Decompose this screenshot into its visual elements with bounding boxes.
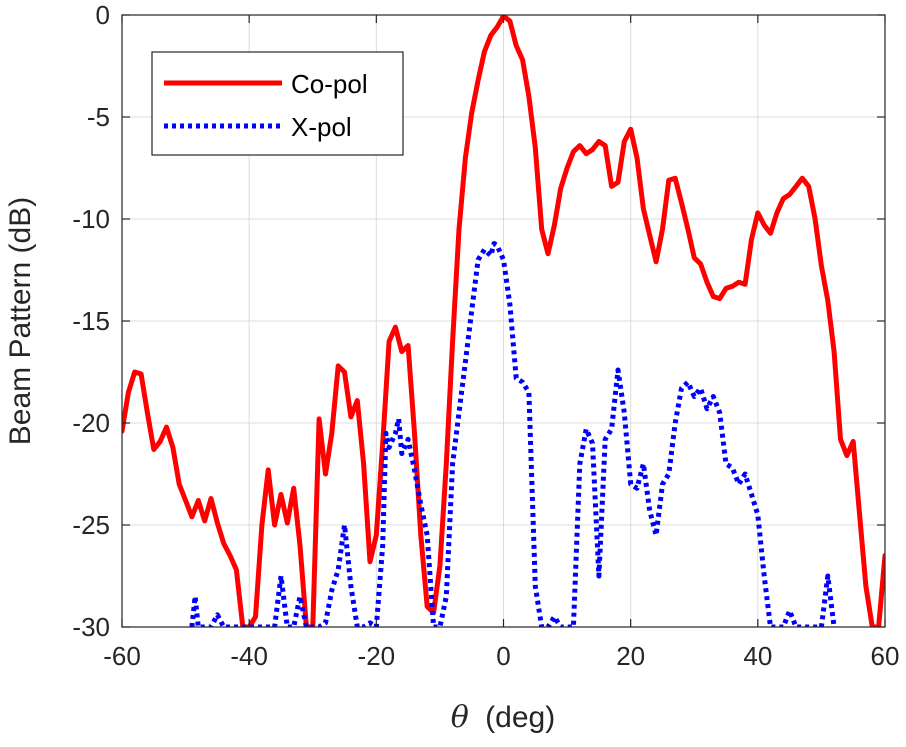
y-axis-label: Beam Pattern (dB): [4, 197, 37, 445]
y-tick-label: 0: [96, 0, 110, 30]
x-tick-label: 40: [743, 641, 772, 671]
x-tick-label: -40: [230, 641, 268, 671]
y-tick-label: -10: [72, 204, 110, 234]
y-tick-label: -30: [72, 612, 110, 642]
y-tick-label: -20: [72, 408, 110, 438]
legend: Co-pol X-pol: [151, 51, 404, 156]
x-tick-label: -60: [103, 641, 141, 671]
y-tick-label: -15: [72, 306, 110, 336]
series-line-x-pol: [189, 241, 837, 627]
y-tick-label: -25: [72, 510, 110, 540]
x-tick-label: 0: [496, 641, 510, 671]
y-tick-labels: 0 -5 -10 -15 -20 -25 -30: [72, 0, 110, 642]
axis-ticks: [121, 14, 886, 628]
x-tick-label: -20: [358, 641, 396, 671]
x-axis-symbol: θ: [451, 700, 469, 735]
x-tick-label: 20: [616, 641, 645, 671]
x-tick-label: 60: [871, 641, 900, 671]
legend-label-x-pol: X-pol: [291, 112, 352, 142]
x-tick-labels: -60 -40 -20 0 20 40 60: [103, 641, 899, 671]
legend-label-co-pol: Co-pol: [291, 69, 368, 99]
y-tick-label: -5: [87, 102, 110, 132]
x-axis-unit: (deg): [485, 701, 555, 734]
x-axis-label: θ (deg): [451, 700, 555, 735]
legend-box: [151, 51, 404, 156]
